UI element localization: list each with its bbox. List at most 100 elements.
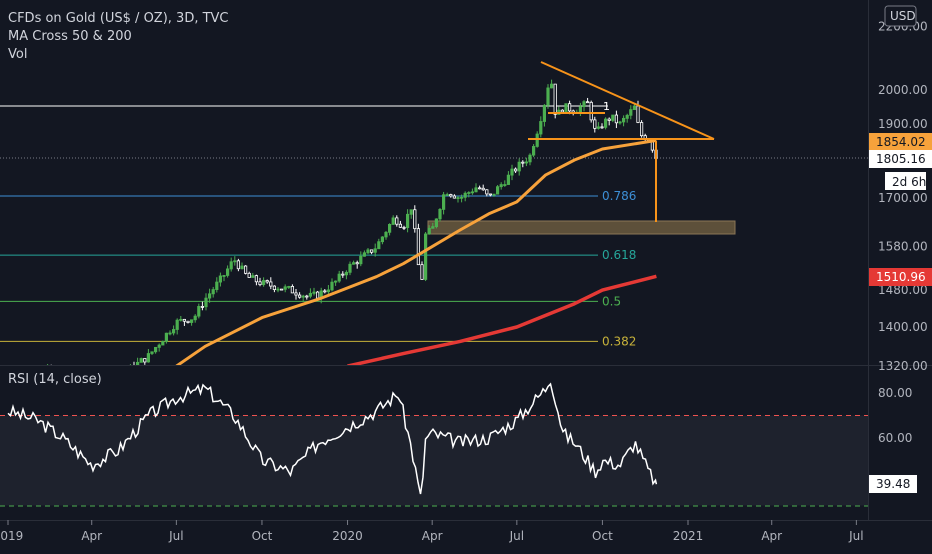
candle-body	[438, 208, 442, 220]
candle-body	[632, 105, 637, 111]
candle-body	[315, 291, 320, 299]
time-axis-label: Oct	[252, 529, 273, 543]
candle-body	[254, 275, 258, 283]
candle-body	[589, 101, 593, 121]
ma200-price-tag-box	[869, 268, 932, 286]
target-zone-box	[427, 220, 736, 235]
candle-body	[517, 161, 521, 172]
candle-body	[445, 194, 449, 196]
candle-body	[586, 101, 590, 104]
candle-body	[449, 194, 453, 197]
candle-body	[506, 174, 511, 185]
candle-body	[568, 103, 572, 112]
candle-body	[308, 292, 313, 297]
candle-body	[276, 288, 280, 291]
ma200-price-tag: 1510.96	[876, 270, 926, 284]
candle-body	[596, 126, 601, 129]
candle-body	[434, 218, 439, 228]
candle-body	[204, 297, 208, 308]
candle-body	[150, 351, 154, 354]
candle-body	[535, 133, 539, 147]
candle-body	[463, 192, 467, 198]
main-pane: 0.786 0.618 0.5 0.382 1	[0, 61, 868, 365]
time-axis-label: 2020	[332, 529, 363, 543]
candle-body	[495, 186, 500, 195]
candle-body	[261, 280, 266, 286]
candle-body	[413, 209, 417, 230]
price-axis-tick-label: 1400.00	[878, 320, 928, 334]
rsi-band-fill	[0, 415, 868, 506]
candle-body	[524, 161, 529, 164]
price-axis-tick-label: 2000.00	[878, 83, 928, 97]
candle-body	[269, 281, 273, 287]
candle-body	[477, 187, 482, 190]
time-axis-label: Apr	[761, 529, 782, 543]
candle-body	[427, 227, 431, 235]
time-axis-label: Oct	[592, 529, 613, 543]
candle-body	[398, 223, 403, 228]
candle-body	[305, 295, 309, 298]
time-axis-label: Apr	[81, 529, 102, 543]
candle-body	[593, 119, 597, 129]
candle-body	[323, 290, 327, 293]
time-axis-label: 2021	[673, 529, 704, 543]
candle-body	[600, 126, 604, 129]
candle-body	[514, 168, 518, 172]
price-axis-tick-label: 1320.00	[878, 359, 928, 373]
candle-body	[272, 285, 277, 290]
candle-body	[193, 315, 197, 321]
candle-body	[341, 273, 345, 276]
rsi-title: RSI (14, close)	[8, 372, 102, 387]
time-axis-label: Jul	[848, 529, 863, 543]
candle-body	[240, 265, 244, 270]
candle-body	[578, 106, 583, 113]
price-axis-tick-label: 1900.00	[878, 117, 928, 131]
candle-body	[182, 318, 186, 322]
candle-body	[459, 196, 464, 199]
candle-body	[485, 189, 489, 195]
ma50-price-tag-box	[869, 133, 932, 151]
candle-body	[622, 117, 626, 123]
candle-body	[629, 109, 633, 116]
candle-body	[377, 241, 381, 250]
time-axis-label: 2019	[0, 529, 23, 543]
candle-body	[618, 121, 622, 124]
candle-body	[604, 118, 608, 128]
candle-body	[265, 280, 269, 283]
candle-body	[359, 255, 363, 265]
symbol-legend: CFDs on Gold (US$ / OZ), 3D, TVC MA Cros…	[8, 10, 229, 64]
candle-body	[236, 260, 240, 270]
candle-body	[175, 319, 179, 330]
candle-body	[488, 193, 493, 196]
close-price-tag: 1805.16	[876, 152, 926, 166]
candle-body	[171, 329, 176, 334]
candle-body	[369, 249, 374, 253]
candle-body	[330, 281, 334, 291]
ma50-price-tag: 1854.02	[876, 135, 926, 149]
close-price-tag-box	[869, 150, 932, 168]
candle-body	[503, 184, 507, 186]
candle-body	[423, 233, 428, 280]
candle-body	[135, 361, 140, 365]
volume-legend: Vol	[8, 47, 28, 62]
candle-body	[542, 104, 547, 122]
rsi-axis-tick-label: 80.00	[878, 386, 912, 400]
price-axis-tick-label: 1580.00	[878, 240, 928, 254]
candle-body	[161, 341, 165, 346]
countdown-tag: 2d 6h	[892, 175, 926, 189]
time-axis-label: Jul	[509, 529, 524, 543]
candle-body	[283, 286, 287, 290]
fib-level-label: 0.786	[602, 189, 636, 203]
time-axis-label: Jul	[168, 529, 183, 543]
candle-body	[481, 187, 485, 191]
candle-body	[373, 248, 377, 253]
candle-body	[521, 161, 525, 164]
price-axis-tick-label: 1700.00	[878, 191, 928, 205]
candle-body	[164, 332, 168, 342]
candle-body	[431, 226, 435, 229]
candle-body	[279, 288, 284, 291]
rsi-line	[7, 382, 658, 495]
currency-box	[884, 5, 917, 27]
candle-body	[474, 187, 478, 193]
